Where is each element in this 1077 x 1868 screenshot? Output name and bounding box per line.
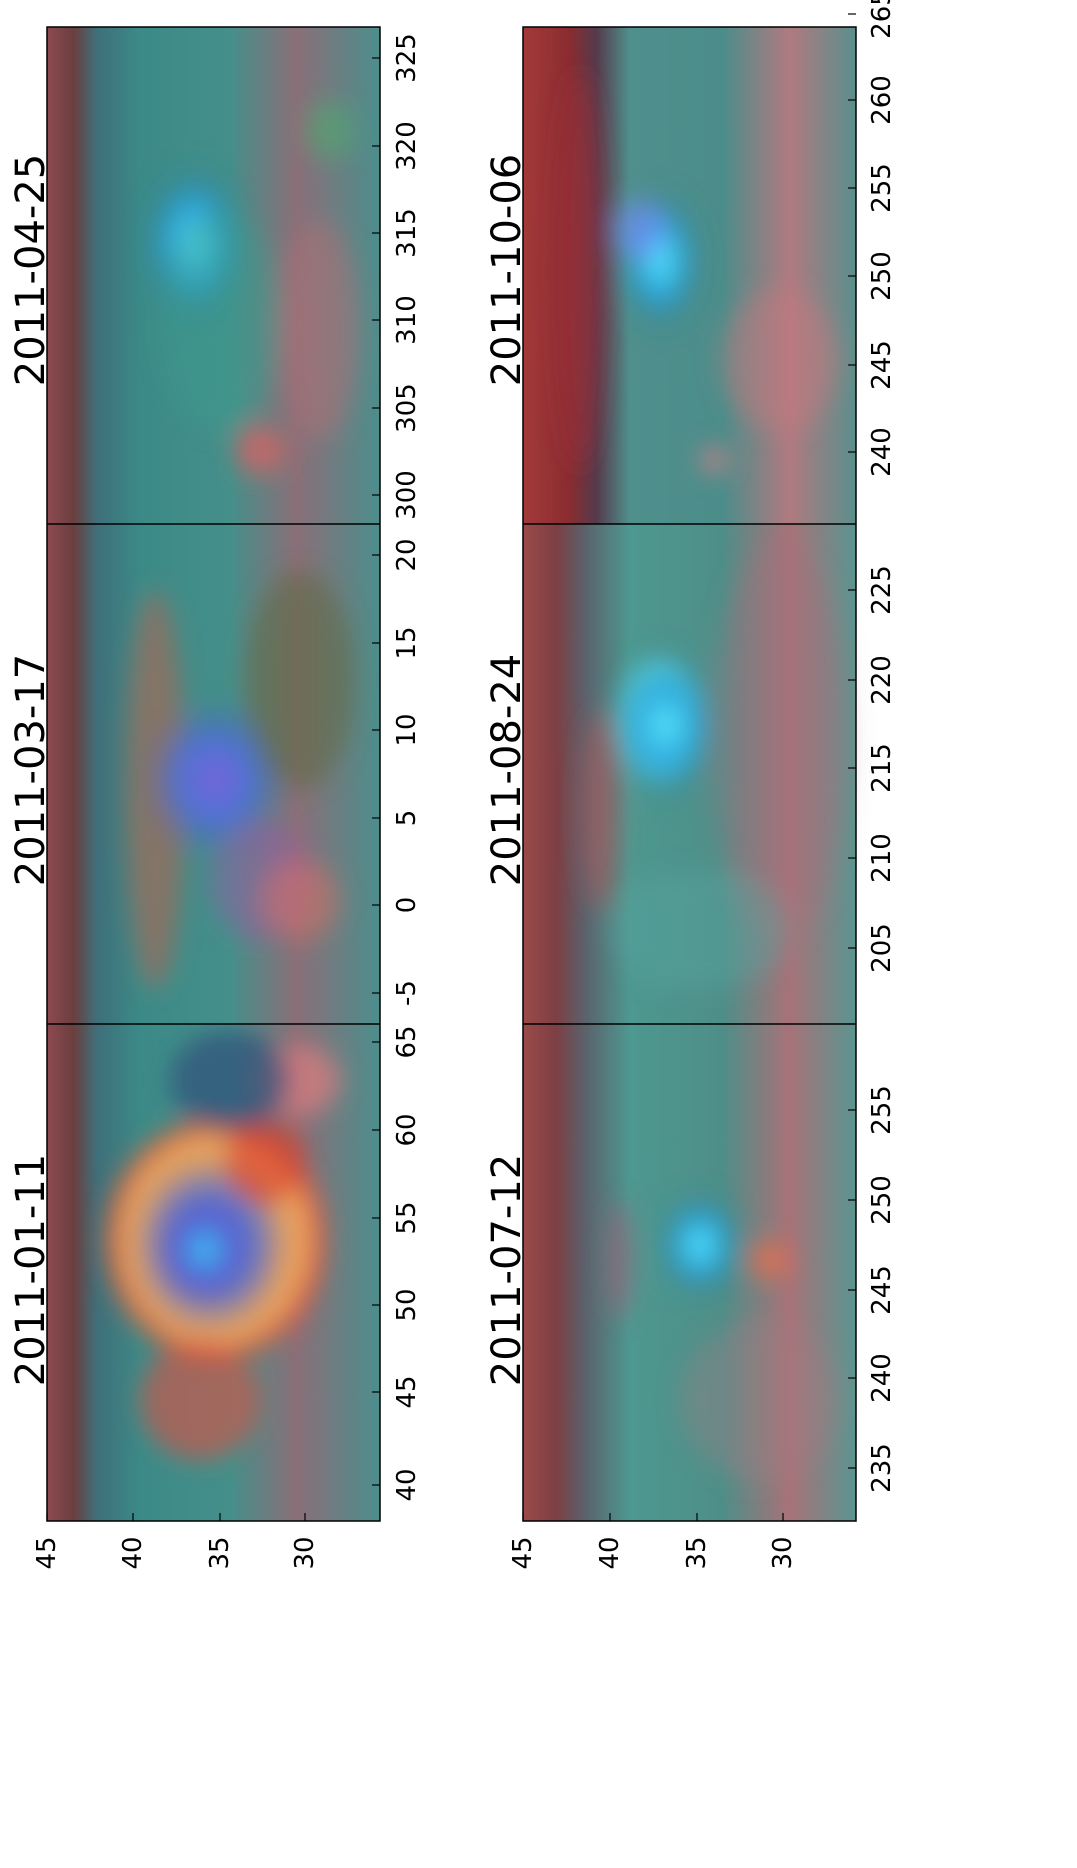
longitude-tick-label: 45 bbox=[392, 1375, 422, 1408]
longitude-tick-label: 250 bbox=[867, 251, 897, 301]
longitude-tick-label: 215 bbox=[867, 743, 897, 793]
longitude-tick-label: 260 bbox=[867, 75, 897, 125]
longitude-tick-labels: 40 45 50 55 60 65 -5 0 5 10 15 20 300 305 310 315 320 325… bbox=[392, 0, 897, 1502]
panel-frames bbox=[46, 26, 857, 1522]
longitude-tick-label: 210 bbox=[867, 833, 897, 883]
longitude-tick-label: 325 bbox=[392, 33, 422, 83]
panel-2011-07-12 bbox=[523, 1024, 856, 1521]
latitude-tick-labels: 45 40 35 30 45 40 35 30 bbox=[32, 1536, 798, 1569]
longitude-tick-label: 220 bbox=[867, 655, 897, 705]
longitude-tick-label: -5 bbox=[392, 980, 422, 1006]
longitude-tick-label: 65 bbox=[392, 1025, 422, 1058]
tick-marks bbox=[46, 13, 856, 1521]
longitude-tick-label: 205 bbox=[867, 923, 897, 973]
date-label: 2011-10-06 bbox=[484, 154, 530, 386]
longitude-tick-label: 225 bbox=[867, 565, 897, 615]
longitude-tick-label: 240 bbox=[867, 427, 897, 477]
date-label: 2011-07-12 bbox=[484, 1154, 530, 1386]
longitude-tick-label: 240 bbox=[867, 1353, 897, 1403]
latitude-tick-label: 45 bbox=[32, 1536, 62, 1569]
longitude-tick-label: 320 bbox=[392, 121, 422, 171]
longitude-tick-label: 255 bbox=[867, 1085, 897, 1135]
longitude-tick-label: 250 bbox=[867, 1175, 897, 1225]
date-label: 2011-01-11 bbox=[8, 1154, 54, 1386]
longitude-tick-label: 300 bbox=[392, 470, 422, 520]
latitude-tick-label: 30 bbox=[768, 1536, 798, 1569]
latitude-tick-label: 45 bbox=[508, 1536, 538, 1569]
longitude-tick-label: 305 bbox=[392, 383, 422, 433]
longitude-tick-label: 50 bbox=[392, 1288, 422, 1321]
date-label: 2011-08-24 bbox=[484, 654, 530, 886]
panel-2011-03-17 bbox=[47, 524, 380, 1024]
longitude-tick-label: 0 bbox=[392, 897, 422, 914]
longitude-tick-label: 20 bbox=[392, 538, 422, 571]
longitude-tick-label: 10 bbox=[392, 713, 422, 746]
latitude-tick-label: 40 bbox=[595, 1536, 625, 1569]
longitude-tick-label: 245 bbox=[867, 1265, 897, 1315]
panel-2011-01-11 bbox=[47, 1024, 380, 1521]
longitude-tick-label: 265 bbox=[867, 0, 897, 39]
longitude-tick-label: 245 bbox=[867, 340, 897, 390]
longitude-tick-label: 310 bbox=[392, 295, 422, 345]
longitude-tick-label: 255 bbox=[867, 163, 897, 213]
latitude-tick-label: 30 bbox=[290, 1536, 320, 1569]
longitude-tick-label: 315 bbox=[392, 208, 422, 258]
latitude-tick-label: 40 bbox=[118, 1536, 148, 1569]
longitude-tick-label: 15 bbox=[392, 626, 422, 659]
panel-2011-08-24 bbox=[523, 524, 856, 1024]
longitude-tick-label: 40 bbox=[392, 1468, 422, 1501]
longitude-tick-label: 60 bbox=[392, 1113, 422, 1146]
date-label: 2011-03-17 bbox=[8, 654, 54, 886]
panel-2011-10-06 bbox=[523, 27, 856, 524]
latitude-tick-label: 35 bbox=[205, 1536, 235, 1569]
latitude-tick-label: 35 bbox=[682, 1536, 712, 1569]
date-labels: 2011-01-11 2011-03-17 2011-04-25 2011-07… bbox=[8, 154, 530, 1386]
longitude-tick-label: 55 bbox=[392, 1201, 422, 1234]
panel-2011-04-25 bbox=[47, 27, 380, 524]
longitude-tick-label: 235 bbox=[867, 1443, 897, 1493]
longitude-tick-label: 5 bbox=[392, 810, 422, 827]
date-label: 2011-04-25 bbox=[8, 154, 54, 386]
